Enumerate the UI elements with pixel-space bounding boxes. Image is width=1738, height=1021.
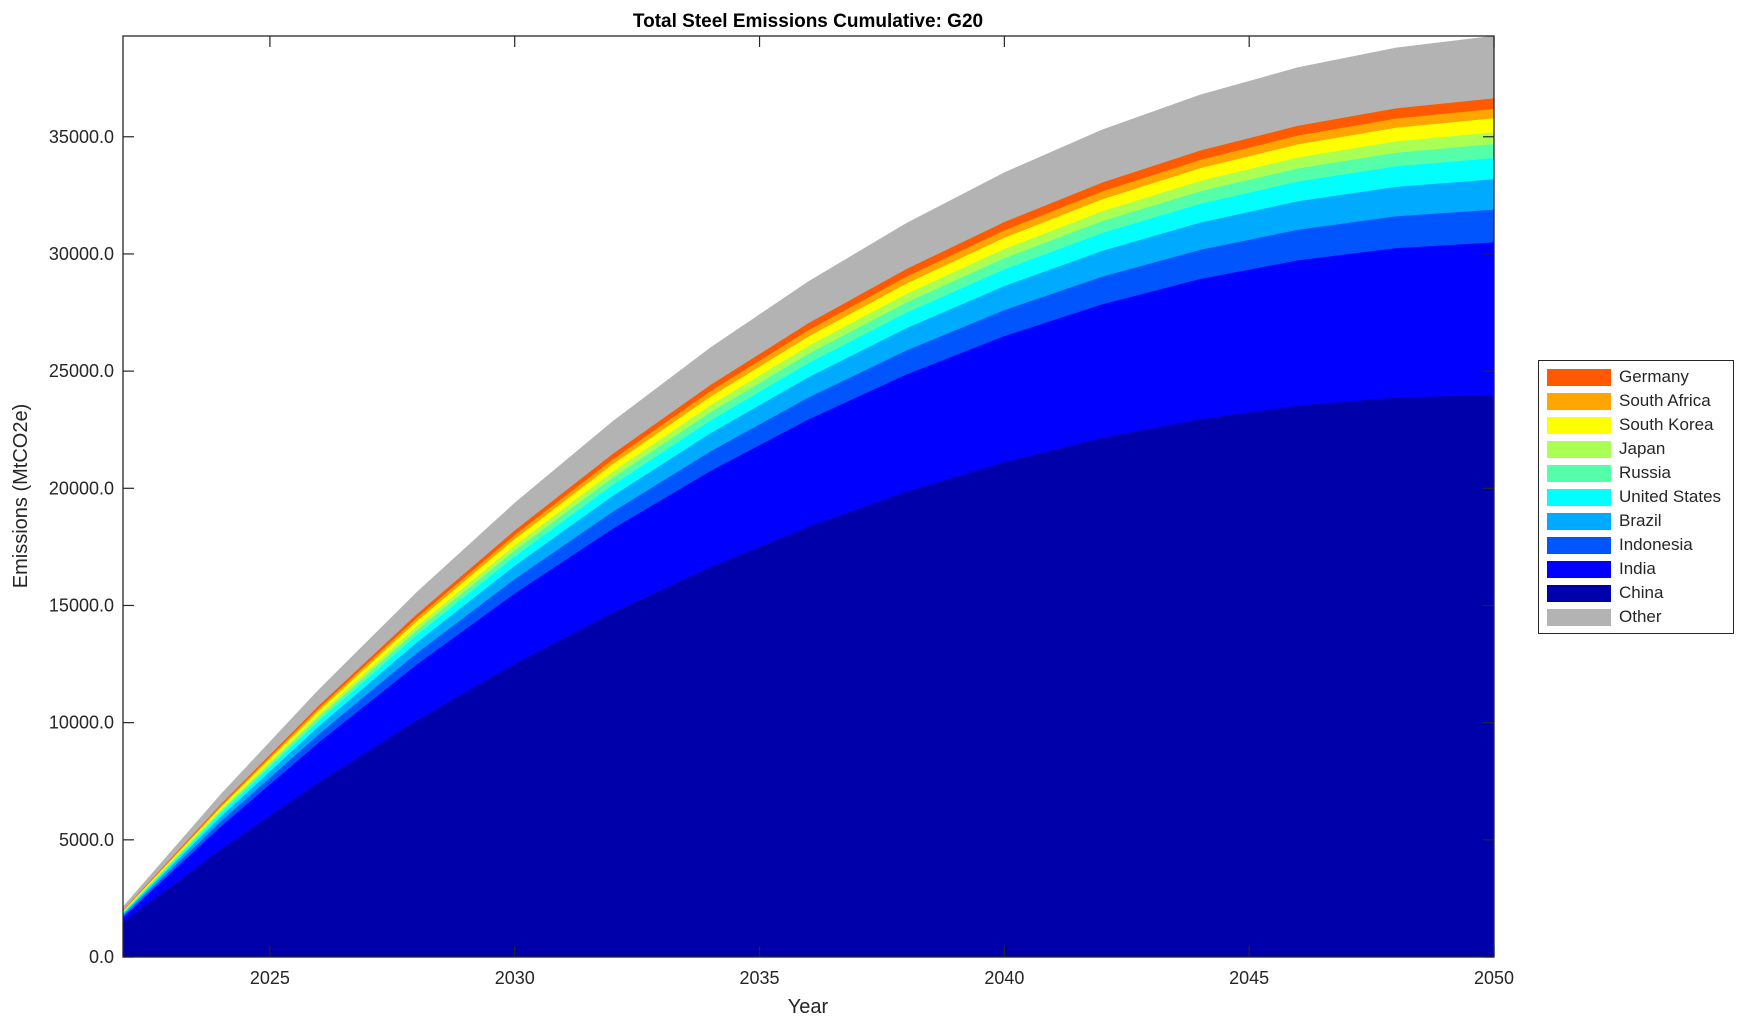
legend-item: Japan bbox=[1539, 437, 1733, 461]
legend-label: China bbox=[1619, 583, 1664, 602]
axis-ticks: 2025 2030 2035 2040 2045 2050 0.0 5000.0 10000.0… bbox=[49, 36, 1514, 988]
legend-swatch bbox=[1547, 440, 1611, 458]
y-tick-label: 15000.0 bbox=[49, 595, 114, 615]
legend-label: Other bbox=[1619, 607, 1662, 626]
legend-swatch bbox=[1547, 512, 1611, 530]
legend-label: South Africa bbox=[1619, 391, 1711, 410]
legend-swatch bbox=[1547, 416, 1611, 434]
y-tick-label: 5000.0 bbox=[59, 830, 114, 850]
legend-item: Russia bbox=[1539, 461, 1733, 485]
y-tick-label: 20000.0 bbox=[49, 478, 114, 498]
x-tick-label: 2035 bbox=[740, 968, 780, 988]
plot-frame bbox=[122, 35, 1495, 958]
legend-swatch bbox=[1547, 584, 1611, 602]
legend-swatch bbox=[1547, 368, 1611, 386]
legend-item: Other bbox=[1539, 605, 1733, 629]
x-tick-label: 2045 bbox=[1229, 968, 1269, 988]
legend-swatch bbox=[1547, 392, 1611, 410]
x-tick-label: 2040 bbox=[984, 968, 1024, 988]
legend-item: Brazil bbox=[1539, 509, 1733, 533]
area-layers bbox=[122, 35, 1495, 958]
x-tick-label: 2025 bbox=[250, 968, 290, 988]
x-tick-label: 2050 bbox=[1474, 968, 1514, 988]
legend-item: South Korea bbox=[1539, 413, 1733, 437]
legend-label: Germany bbox=[1619, 367, 1689, 386]
chart-title: Total Steel Emissions Cumulative: G20 bbox=[633, 11, 983, 32]
legend-swatch bbox=[1547, 536, 1611, 554]
y-axis-label: Emissions (MtCO2e) bbox=[10, 404, 32, 588]
x-axis-label: Year bbox=[788, 996, 829, 1018]
y-tick-label: 0.0 bbox=[89, 947, 114, 967]
y-tick-label: 25000.0 bbox=[49, 361, 114, 381]
legend-item: India bbox=[1539, 557, 1733, 581]
legend-label: Russia bbox=[1619, 463, 1671, 482]
legend-swatch bbox=[1547, 464, 1611, 482]
legend-item: China bbox=[1539, 581, 1733, 605]
legend-item: Germany bbox=[1539, 365, 1733, 389]
legend-item: South Africa bbox=[1539, 389, 1733, 413]
y-tick-label: 35000.0 bbox=[49, 127, 114, 147]
legend-label: South Korea bbox=[1619, 415, 1714, 434]
legend-label: United States bbox=[1619, 487, 1722, 506]
legend-swatch bbox=[1547, 488, 1611, 506]
y-tick-label: 30000.0 bbox=[49, 244, 114, 264]
legend-label: Brazil bbox=[1619, 511, 1662, 530]
legend-item: United States bbox=[1539, 485, 1733, 509]
legend-swatch bbox=[1547, 608, 1611, 626]
x-tick-label: 2030 bbox=[495, 968, 535, 988]
legend-label: Indonesia bbox=[1619, 535, 1693, 554]
legend: Germany South Africa South Korea Japan Russi… bbox=[1538, 360, 1734, 634]
legend-item: Indonesia bbox=[1539, 533, 1733, 557]
legend-swatch bbox=[1547, 560, 1611, 578]
legend-label: Japan bbox=[1619, 439, 1666, 458]
legend-label: India bbox=[1619, 559, 1656, 578]
y-tick-label: 10000.0 bbox=[49, 713, 114, 733]
